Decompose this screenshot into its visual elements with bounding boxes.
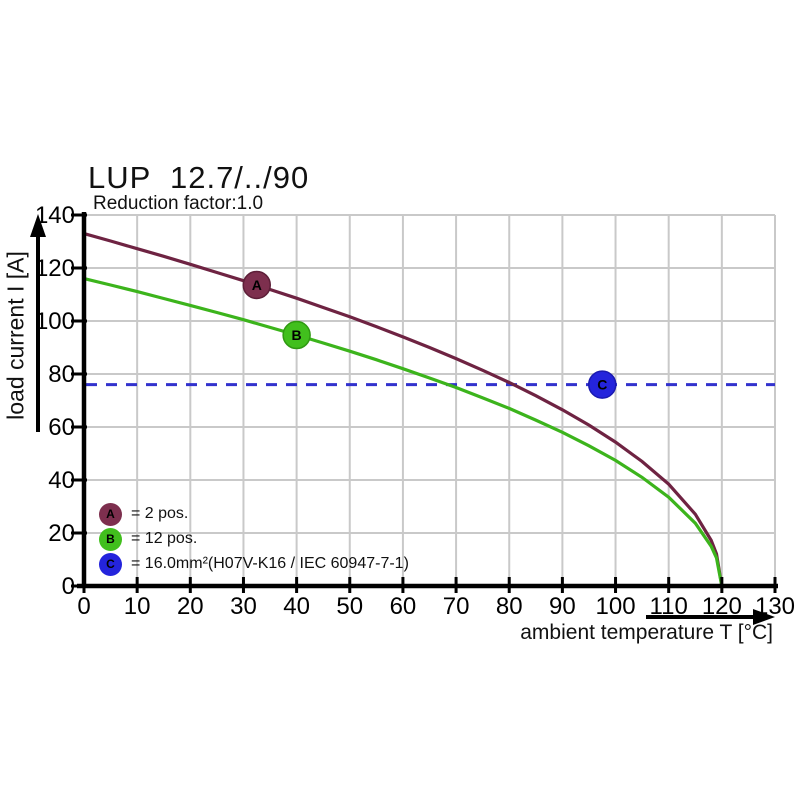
x-tick-label: 90	[549, 593, 576, 620]
gridlines	[84, 214, 776, 586]
tick-labels: 0 10 20 30 40 50 60 70 80 90 100 110 120 130020406080…	[35, 202, 795, 620]
legend-item-c: C = 16.0mm²(H07V-K16 / IEC 60947-7-1)	[99, 552, 409, 576]
legend-item-a: A = 2 pos.	[99, 502, 409, 526]
x-tick-label: 10	[124, 593, 151, 620]
marker-b	[282, 320, 311, 350]
legend-marker-a-letter: A	[106, 507, 115, 521]
axes-and-ticks	[71, 212, 778, 593]
legend-label-c: = 16.0mm²(H07V-K16 / IEC 60947-7-1)	[131, 555, 409, 572]
x-tick-label: 40	[283, 593, 310, 620]
x-tick-label: 70	[443, 593, 470, 620]
x-axis-arrow-icon	[646, 609, 775, 625]
point-markers: A B C	[242, 270, 617, 399]
curve-a	[82, 232, 724, 588]
x-tick-label: 100	[596, 593, 636, 620]
x-tick-label: 0	[77, 593, 90, 620]
marker-c	[588, 370, 617, 399]
x-tick-label: 60	[390, 593, 417, 620]
x-tick-label: 30	[230, 593, 257, 620]
legend-marker-c-icon: C	[99, 552, 122, 576]
legend-marker-b-letter: B	[106, 532, 115, 546]
y-tick-label: 0	[62, 573, 75, 600]
legend-label-b: = 12 pos.	[131, 530, 198, 547]
x-tick-label: 20	[177, 593, 204, 620]
legend: A = 2 pos. B = 12 pos. C = 16.0mm²(H07V-…	[99, 502, 409, 578]
y-tick-label: 80	[48, 361, 75, 388]
marker-a	[242, 270, 271, 300]
marker-letter-b: B	[292, 327, 302, 343]
chart-title: LUP 12.7/../90	[88, 160, 310, 195]
x-axis-label: ambient temperature T [°C]	[520, 621, 773, 644]
marker-letter-c: C	[597, 377, 607, 393]
chart-subtitle: Reduction factor:1.0	[93, 193, 264, 214]
y-tick-label: 60	[48, 414, 75, 441]
y-axis-arrow-icon	[30, 214, 46, 432]
x-tick-label: 80	[496, 593, 523, 620]
y-tick-label: 120	[35, 255, 75, 282]
x-tick-label: 50	[336, 593, 363, 620]
marker-letter-a: A	[252, 277, 262, 293]
y-tick-label: 100	[35, 308, 75, 335]
legend-label-a: = 2 pos.	[131, 505, 189, 522]
legend-marker-c-letter: C	[106, 557, 115, 571]
legend-marker-a-icon: A	[99, 502, 122, 526]
y-tick-label: 40	[48, 467, 75, 494]
legend-item-b: B = 12 pos.	[99, 527, 409, 551]
legend-marker-b-icon: B	[99, 527, 122, 551]
curve-b	[82, 277, 724, 588]
y-tick-label: 20	[48, 520, 75, 547]
series-curves	[82, 232, 724, 588]
